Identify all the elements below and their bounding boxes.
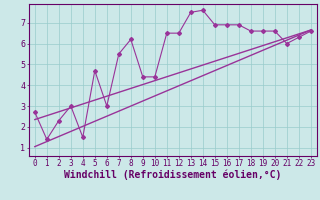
X-axis label: Windchill (Refroidissement éolien,°C): Windchill (Refroidissement éolien,°C): [64, 170, 282, 180]
